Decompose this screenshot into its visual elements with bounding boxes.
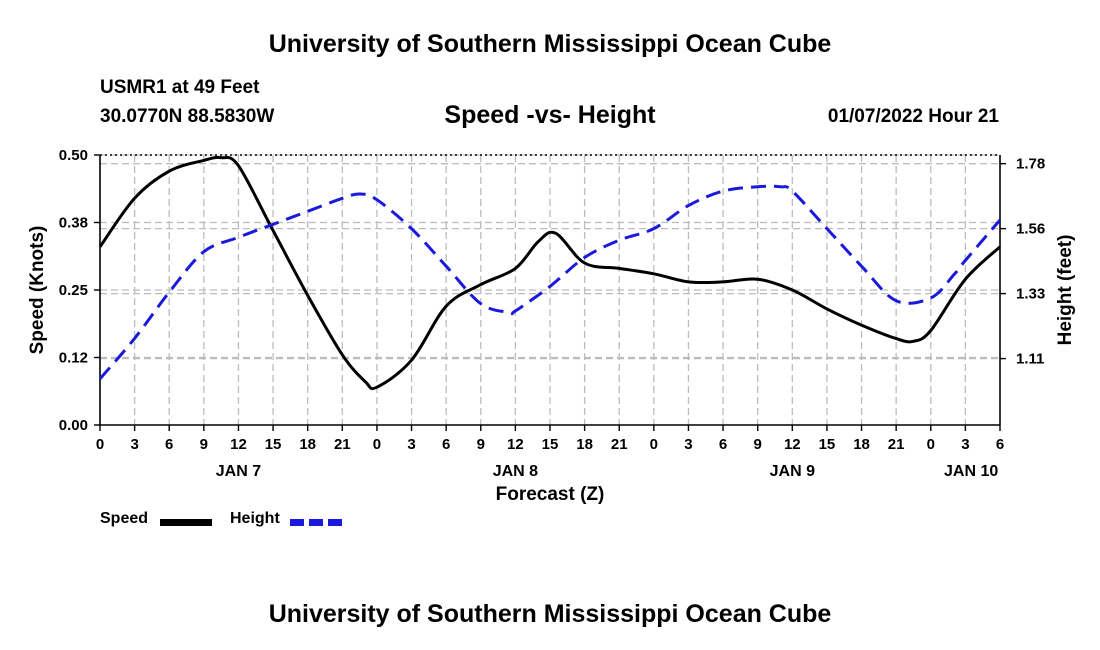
footer-title: University of Southern Mississippi Ocean…	[268, 600, 832, 628]
x-tick-label: 0	[927, 436, 935, 453]
y-tick-label: 0.50	[59, 147, 88, 164]
y-tick-label: 0.25	[59, 282, 88, 299]
x-tick-label: 3	[130, 436, 138, 453]
x-tick-label: 6	[165, 436, 173, 453]
x-date-label: JAN 8	[493, 463, 538, 480]
x-tick-label: 6	[719, 436, 727, 453]
chart-axes: 0 3 6 9 12 15 18 21 0 3 6 9 12 15 18 21 0 3 6 9 12 15 18 21 0 3 6 J…	[59, 147, 1045, 480]
legend-height-swatch	[290, 519, 342, 526]
x-tick-label: 18	[299, 436, 316, 453]
x-tick-label: 18	[853, 436, 870, 453]
station-coordinates: 30.0770N 88.5830W	[100, 106, 275, 127]
x-tick-label: 21	[888, 436, 905, 453]
x-tick-label: 15	[265, 436, 282, 453]
forecast-timestamp: 01/07/2022 Hour 21	[827, 106, 999, 127]
station-label: USMR1 at 49 Feet	[100, 77, 260, 98]
chart-title: Speed -vs- Height	[444, 101, 656, 129]
x-tick-label: 12	[230, 436, 247, 453]
x-date-label: JAN 7	[216, 463, 261, 480]
chart-series	[98, 155, 1002, 391]
y-right-tick-label: 1.11	[1016, 351, 1044, 368]
x-tick-label: 15	[542, 436, 559, 453]
x-tick-label: 15	[819, 436, 836, 453]
y-axis-right-title: Height (feet)	[1055, 235, 1076, 346]
y-tick-label: 0.00	[59, 417, 88, 434]
legend-speed-swatch	[160, 519, 212, 526]
x-tick-label: 21	[611, 436, 628, 453]
legend-speed-label: Speed	[100, 510, 149, 527]
x-tick-label: 6	[442, 436, 450, 453]
x-tick-label: 21	[334, 436, 351, 453]
x-tick-label: 12	[784, 436, 801, 453]
height-series-line	[98, 184, 1002, 380]
page-title: University of Southern Mississippi Ocean…	[268, 30, 832, 58]
x-tick-label: 6	[996, 436, 1004, 453]
x-tick-label: 3	[407, 436, 415, 453]
speed-series-line	[98, 155, 1002, 391]
y-axis-title: Speed (Knots)	[27, 226, 48, 355]
x-tick-label: 3	[961, 436, 969, 453]
x-tick-label: 0	[650, 436, 658, 453]
x-tick-label: 18	[576, 436, 593, 453]
x-tick-label: 0	[96, 436, 104, 453]
x-tick-label: 12	[507, 436, 524, 453]
chart-grid	[100, 154, 1000, 425]
y-right-tick-label: 1.56	[1016, 221, 1045, 238]
x-tick-label: 9	[754, 436, 762, 453]
x-axis-title: Forecast (Z)	[496, 484, 605, 505]
legend-height-label: Height	[230, 510, 280, 527]
x-date-label: JAN 9	[770, 463, 815, 480]
x-tick-label: 9	[477, 436, 485, 453]
y-right-tick-label: 1.78	[1016, 156, 1045, 173]
y-right-tick-label: 1.33	[1016, 286, 1045, 303]
y-tick-label: 0.38	[59, 215, 88, 232]
x-tick-label: 0	[373, 436, 381, 453]
y-tick-label: 0.12	[59, 350, 88, 367]
x-tick-label: 3	[684, 436, 692, 453]
x-date-label: JAN 10	[944, 463, 998, 480]
x-tick-label: 9	[200, 436, 208, 453]
